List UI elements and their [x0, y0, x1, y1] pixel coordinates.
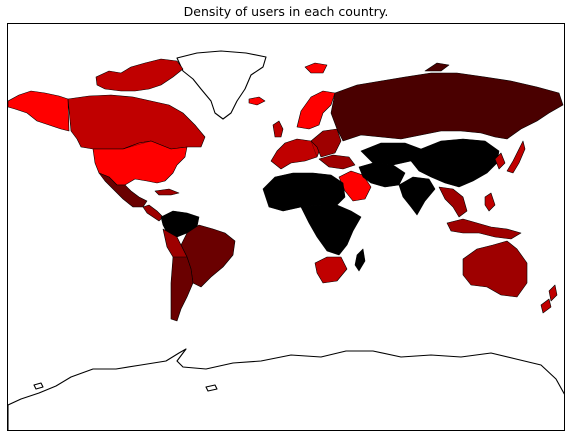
antarctic-island — [205, 384, 218, 392]
map-title: Density of users in each country. — [183, 4, 389, 19]
countries-layer — [8, 58, 564, 322]
country-mexico — [98, 172, 148, 208]
country-central-africa — [300, 204, 362, 256]
country-new-zealand-south — [540, 298, 552, 314]
country-scandinavia — [296, 90, 336, 130]
antarctic-island — [33, 382, 44, 390]
country-japan — [506, 140, 526, 174]
country-caribbean — [154, 188, 180, 196]
country-korea — [494, 152, 506, 170]
country-svalbard — [304, 62, 328, 74]
country-argentina-chile — [170, 256, 194, 322]
greenland — [176, 50, 267, 120]
country-southeast-asia — [438, 186, 468, 218]
country-usa-alaska — [8, 90, 70, 132]
map-frame — [7, 23, 565, 431]
country-canada-islands — [95, 58, 184, 92]
country-south-africa — [314, 256, 348, 284]
country-uk — [272, 120, 284, 138]
country-eastern-europe — [310, 128, 342, 158]
country-australia — [462, 240, 528, 298]
country-iceland — [248, 96, 266, 106]
country-central-america — [142, 204, 164, 222]
country-new-zealand — [548, 284, 558, 302]
country-china — [410, 138, 500, 188]
country-canada — [67, 94, 206, 150]
country-indonesia — [446, 218, 522, 240]
country-turkey — [318, 154, 356, 170]
country-saudi-gulf — [338, 170, 372, 202]
antarctica — [8, 348, 564, 430]
country-philippines — [484, 192, 496, 212]
country-russia-islands — [424, 62, 450, 72]
country-madagascar — [354, 248, 366, 272]
country-borders — [122, 140, 420, 258]
world-choropleth-map — [8, 50, 564, 430]
country-russia — [330, 72, 564, 142]
country-india — [398, 176, 436, 216]
